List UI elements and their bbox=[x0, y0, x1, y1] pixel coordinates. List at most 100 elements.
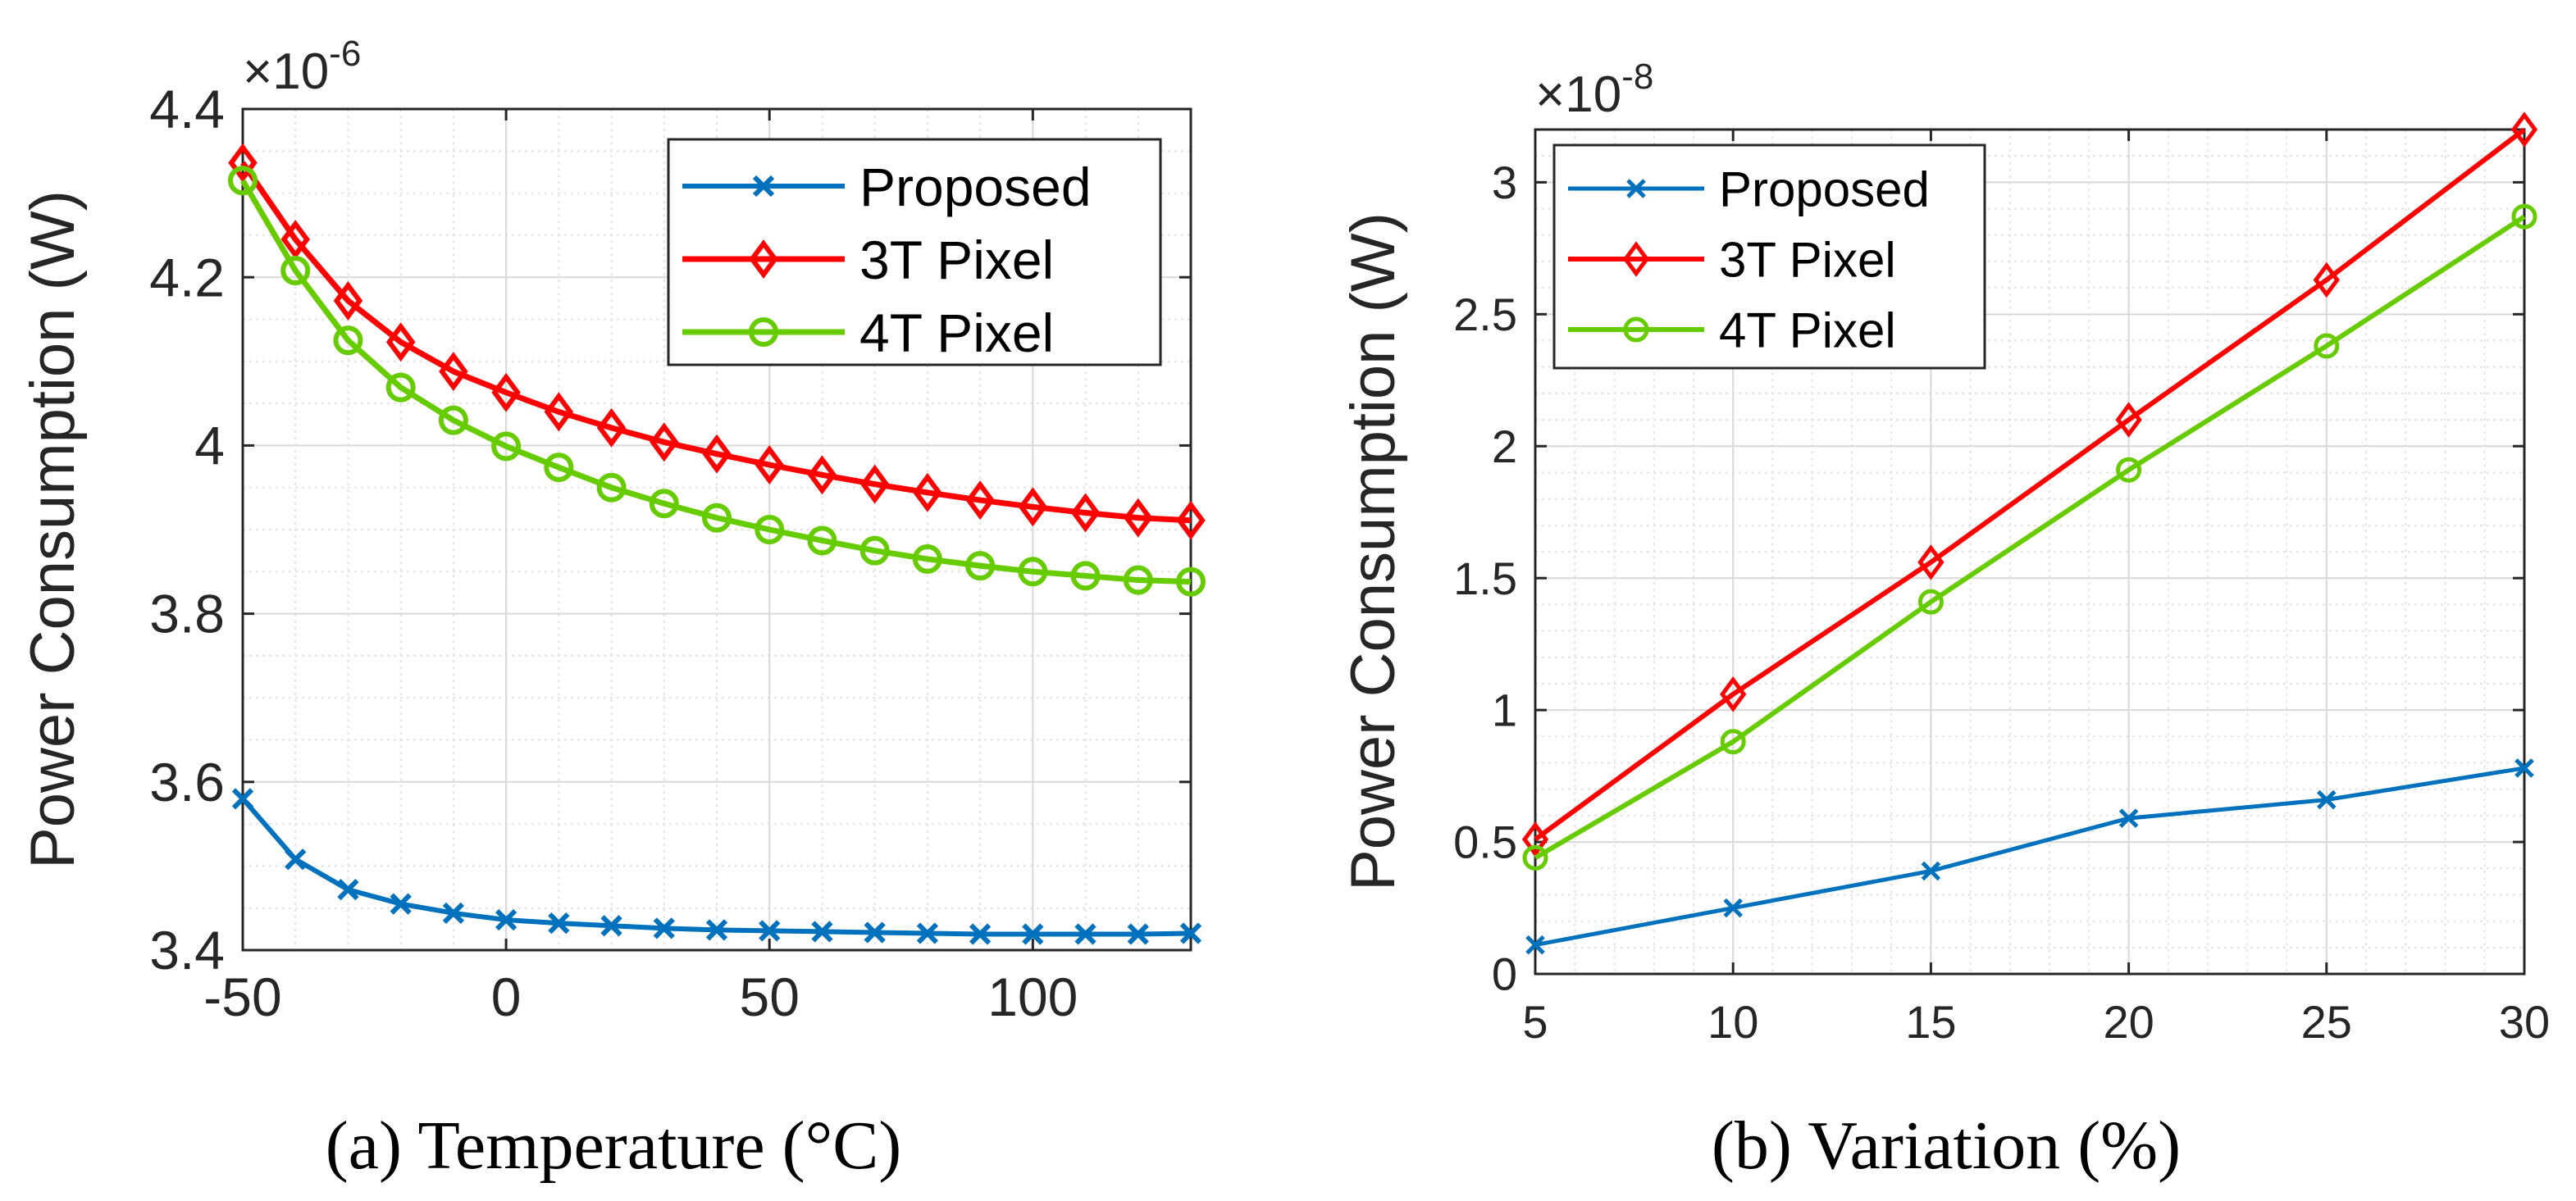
data-point bbox=[2118, 808, 2139, 828]
x-tick-labels: 5 10 15 20 25 30 bbox=[1522, 996, 2550, 1048]
series-4t-pixel bbox=[228, 166, 1206, 597]
caption: (b) Variation (%) bbox=[1712, 1108, 2181, 1184]
data-point bbox=[969, 923, 992, 945]
data-point bbox=[1921, 861, 1941, 881]
data-point bbox=[653, 917, 675, 939]
data-point bbox=[916, 922, 939, 944]
data-point bbox=[231, 788, 254, 810]
legend-marker bbox=[1622, 241, 1650, 277]
tick-marks bbox=[241, 107, 1191, 952]
data-point bbox=[596, 472, 627, 503]
x-tick-label: 0 bbox=[491, 967, 522, 1027]
data-point bbox=[1521, 821, 1549, 858]
data-point bbox=[280, 220, 310, 259]
data-point bbox=[859, 464, 890, 504]
data-point bbox=[491, 372, 521, 412]
data-point bbox=[1070, 561, 1101, 591]
data-point bbox=[491, 431, 522, 462]
legend-item: 3T Pixel bbox=[1568, 233, 1896, 288]
y-tick-label: 2.5 bbox=[1453, 289, 1517, 340]
y-tick-label: 0 bbox=[1492, 949, 1517, 1000]
series-line bbox=[1534, 214, 2526, 860]
legend-item: Proposed bbox=[682, 157, 1092, 217]
x-tick-label: 5 bbox=[1522, 996, 1548, 1048]
legend-item: 4T Pixel bbox=[1568, 303, 1896, 358]
legend-item: Proposed bbox=[1568, 162, 1930, 217]
y-tick-label: 2 bbox=[1492, 421, 1517, 472]
data-point bbox=[2314, 333, 2340, 359]
legend-label: 4T Pixel bbox=[859, 303, 1054, 363]
data-point bbox=[1070, 493, 1101, 533]
data-point bbox=[1723, 898, 1743, 918]
data-point bbox=[913, 472, 942, 512]
y-tick-label: 3 bbox=[1492, 157, 1517, 208]
y-tick-label: 3.6 bbox=[149, 752, 225, 812]
legend-marker bbox=[749, 239, 778, 279]
data-point bbox=[333, 325, 363, 356]
axes-box bbox=[241, 107, 1192, 952]
series-line bbox=[1534, 766, 2525, 948]
data-point bbox=[702, 503, 732, 533]
y-tick-label: 4 bbox=[194, 416, 225, 476]
data-point bbox=[442, 902, 465, 924]
data-point bbox=[548, 912, 570, 935]
y-tick-label: 3.4 bbox=[149, 920, 225, 980]
data-point bbox=[1176, 500, 1206, 540]
data-point bbox=[2313, 262, 2340, 298]
data-point bbox=[1720, 729, 1746, 755]
y-axis-label: Power Consumption (W) bbox=[1338, 212, 1408, 891]
data-point bbox=[2511, 203, 2537, 230]
data-point bbox=[280, 255, 311, 285]
data-point bbox=[1720, 676, 1747, 712]
data-point bbox=[1917, 589, 1944, 615]
legend-label: 4T Pixel bbox=[1719, 303, 1896, 358]
legend-label: Proposed bbox=[1719, 162, 1930, 217]
data-point bbox=[705, 919, 728, 941]
data-point bbox=[1123, 565, 1153, 595]
exponent-label: ×10-6 bbox=[243, 34, 361, 100]
data-point bbox=[864, 921, 886, 944]
data-point bbox=[702, 434, 732, 474]
series-proposed bbox=[1525, 758, 2534, 955]
data-point bbox=[1525, 935, 1545, 955]
data-point bbox=[1124, 498, 1153, 538]
data-point bbox=[438, 405, 468, 435]
caption: (a) Temperature (°C) bbox=[326, 1108, 901, 1184]
data-point bbox=[2514, 758, 2534, 778]
data-point bbox=[965, 480, 995, 521]
y-tick-label: 4.4 bbox=[149, 79, 225, 139]
series-layer bbox=[1521, 111, 2538, 955]
variation-chart: 5 10 15 20 25 30 0 0.5 1 1.5 2 2.5 3 Power Consumpt… bbox=[1338, 57, 2550, 1184]
data-point bbox=[965, 551, 996, 581]
x-tick-label: -50 bbox=[203, 967, 281, 1027]
legend: Proposed 3T Pixel 4T Pixel bbox=[667, 138, 1162, 366]
legend-item: 3T Pixel bbox=[682, 230, 1054, 290]
data-point bbox=[912, 544, 942, 574]
data-point bbox=[1176, 566, 1206, 597]
y-tick-labels: 0 0.5 1 1.5 2 2.5 3 bbox=[1453, 157, 1517, 1000]
data-point bbox=[1179, 922, 1202, 944]
data-point bbox=[755, 515, 785, 544]
data-point bbox=[385, 322, 416, 362]
data-point bbox=[333, 280, 363, 321]
data-point bbox=[544, 392, 574, 432]
data-point bbox=[228, 166, 258, 196]
y-tick-label: 0.5 bbox=[1453, 817, 1517, 868]
data-point bbox=[1127, 923, 1149, 945]
data-point bbox=[807, 525, 837, 556]
data-point bbox=[600, 915, 622, 937]
data-point bbox=[1022, 923, 1044, 945]
data-point bbox=[1074, 923, 1097, 945]
legend-items: Proposed 3T Pixel 4T Pixel bbox=[682, 157, 1092, 363]
x-tick-label: 30 bbox=[2499, 996, 2550, 1048]
series-line bbox=[240, 161, 1192, 524]
legend: Proposed 3T Pixel 4T Pixel bbox=[1552, 143, 1986, 370]
y-tick-labels: 3.4 3.6 3.8 4 4.2 4.4 bbox=[149, 79, 225, 980]
legend-marker bbox=[752, 175, 775, 198]
x-tick-label: 15 bbox=[1905, 996, 1956, 1048]
x-tick-label: 25 bbox=[2301, 996, 2352, 1048]
legend-marker bbox=[749, 317, 778, 347]
data-point bbox=[439, 352, 468, 392]
data-point bbox=[1018, 557, 1048, 587]
